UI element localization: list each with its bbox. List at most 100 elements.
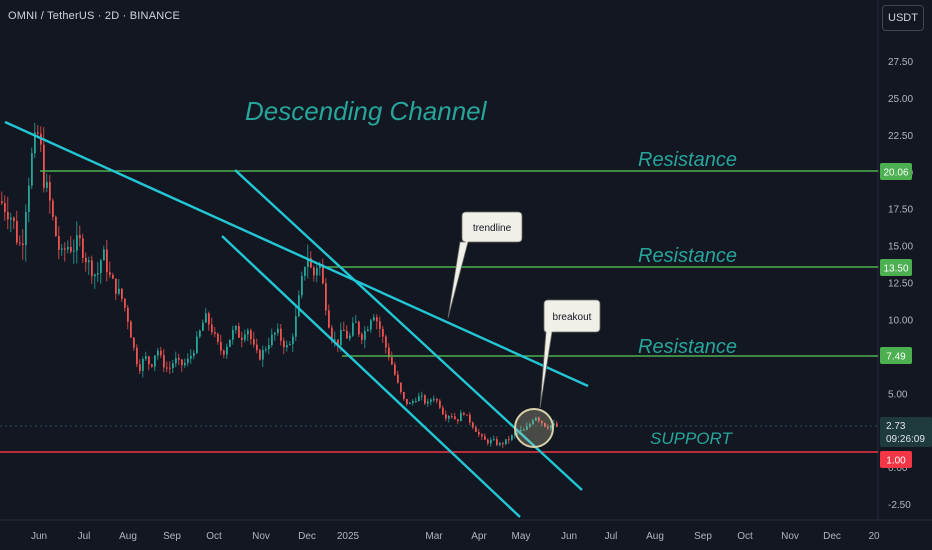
svg-text:1.00: 1.00 bbox=[886, 456, 906, 467]
candle-body bbox=[361, 334, 363, 340]
candle-body bbox=[310, 258, 312, 268]
candle-body bbox=[379, 321, 381, 329]
candle-body bbox=[79, 235, 81, 239]
candle-body bbox=[490, 439, 492, 444]
candle-body bbox=[400, 382, 402, 393]
price-tick-label: 5.00 bbox=[888, 389, 908, 400]
candle-body bbox=[448, 416, 450, 419]
candle-body bbox=[382, 328, 384, 337]
candle-body bbox=[325, 283, 327, 311]
candle-body bbox=[172, 363, 174, 369]
candle-body bbox=[211, 324, 213, 333]
candle-body bbox=[322, 264, 324, 284]
time-tick-label: Oct bbox=[206, 531, 222, 542]
callout-trendline-text: trendline bbox=[473, 223, 512, 234]
candle-body bbox=[208, 313, 210, 325]
candle-body bbox=[439, 400, 441, 408]
candle-body bbox=[103, 249, 105, 261]
price-tick-label: 10.00 bbox=[888, 315, 913, 326]
candle-body bbox=[457, 419, 459, 422]
candle-body bbox=[133, 337, 135, 348]
candle-body bbox=[112, 274, 114, 279]
candle-body bbox=[496, 439, 498, 445]
candle-body bbox=[148, 356, 150, 365]
price-tick-label: 15.00 bbox=[888, 242, 913, 253]
candle-body bbox=[472, 422, 474, 428]
candle-body bbox=[268, 345, 270, 350]
candle-body bbox=[223, 350, 225, 355]
candle-body bbox=[541, 420, 543, 424]
candle-body bbox=[352, 322, 354, 336]
candle-body bbox=[1, 201, 3, 203]
time-tick-label: Apr bbox=[471, 531, 487, 542]
currency-button[interactable]: USDT bbox=[882, 5, 924, 31]
candle-body bbox=[205, 313, 207, 323]
candle-body bbox=[331, 327, 333, 340]
resistance-badge-3: 7.49 bbox=[880, 347, 912, 364]
candle-body bbox=[520, 430, 522, 432]
candle-body bbox=[445, 414, 447, 419]
candle-body bbox=[136, 347, 138, 365]
breakout-circle[interactable] bbox=[514, 408, 554, 448]
candle-body bbox=[151, 364, 153, 367]
candle-body bbox=[397, 374, 399, 383]
time-tick-label: Jul bbox=[78, 531, 91, 542]
breakout-callout[interactable]: breakout bbox=[539, 299, 601, 409]
resistance-label-1: Resistance bbox=[638, 149, 737, 171]
candle-body bbox=[430, 399, 432, 402]
candle-body bbox=[202, 322, 204, 331]
candle-body bbox=[145, 356, 147, 359]
candle-body bbox=[256, 344, 258, 351]
candle-body bbox=[403, 392, 405, 399]
candle-body bbox=[100, 260, 102, 274]
candle-body bbox=[409, 403, 411, 405]
candle-body bbox=[301, 275, 303, 296]
candle-body bbox=[394, 364, 396, 375]
candle-body bbox=[16, 221, 18, 243]
candle-body bbox=[544, 423, 546, 427]
candle-body bbox=[91, 260, 93, 277]
candle-body bbox=[337, 339, 339, 346]
candle-body bbox=[247, 330, 249, 335]
symbol-title[interactable]: OMNI / TetherUS · 2D · BINANCE bbox=[8, 10, 181, 22]
candle-body bbox=[412, 401, 414, 404]
pattern-title: Descending Channel bbox=[245, 96, 488, 126]
candle-body bbox=[244, 334, 246, 340]
candle-body bbox=[286, 344, 288, 348]
candle-body bbox=[373, 317, 375, 321]
time-tick-label: 2025 bbox=[337, 531, 360, 542]
candle-body bbox=[37, 132, 39, 134]
candle-body bbox=[166, 367, 168, 369]
candle-body bbox=[64, 248, 66, 250]
time-tick-label: Jun bbox=[31, 531, 47, 542]
candle-body bbox=[157, 350, 159, 356]
countdown-value: 09:26:09 bbox=[886, 434, 925, 445]
candle-body bbox=[553, 423, 555, 426]
candle-body bbox=[313, 267, 315, 276]
channel-upper-line[interactable] bbox=[234, 169, 583, 491]
channel-lower-line[interactable] bbox=[221, 235, 521, 518]
candle-body bbox=[229, 339, 231, 347]
candle-body bbox=[115, 278, 117, 294]
candle-body bbox=[499, 443, 501, 445]
trendline-callout[interactable]: trendline bbox=[447, 211, 523, 319]
candle-body bbox=[343, 329, 345, 331]
candle-body bbox=[82, 238, 84, 258]
candle-body bbox=[433, 399, 435, 401]
candle-body bbox=[415, 401, 417, 403]
candle-body bbox=[160, 350, 162, 356]
candle-body bbox=[19, 242, 21, 244]
candle-body bbox=[178, 358, 180, 360]
candle-body bbox=[34, 132, 36, 154]
candle-body bbox=[199, 330, 201, 337]
support-label: SUPPORT bbox=[650, 429, 733, 448]
trendline[interactable] bbox=[4, 120, 589, 388]
candle-body bbox=[385, 336, 387, 348]
current-price-value: 2.73 bbox=[886, 421, 906, 432]
time-tick-label: Nov bbox=[781, 531, 799, 542]
candle-body bbox=[220, 341, 222, 351]
time-axis[interactable]: Jun Jul Aug Sep Oct Nov Dec 2025 Mar Apr May Jun Jul… bbox=[31, 531, 880, 542]
candle-body bbox=[67, 246, 69, 250]
candle-body bbox=[406, 398, 408, 405]
